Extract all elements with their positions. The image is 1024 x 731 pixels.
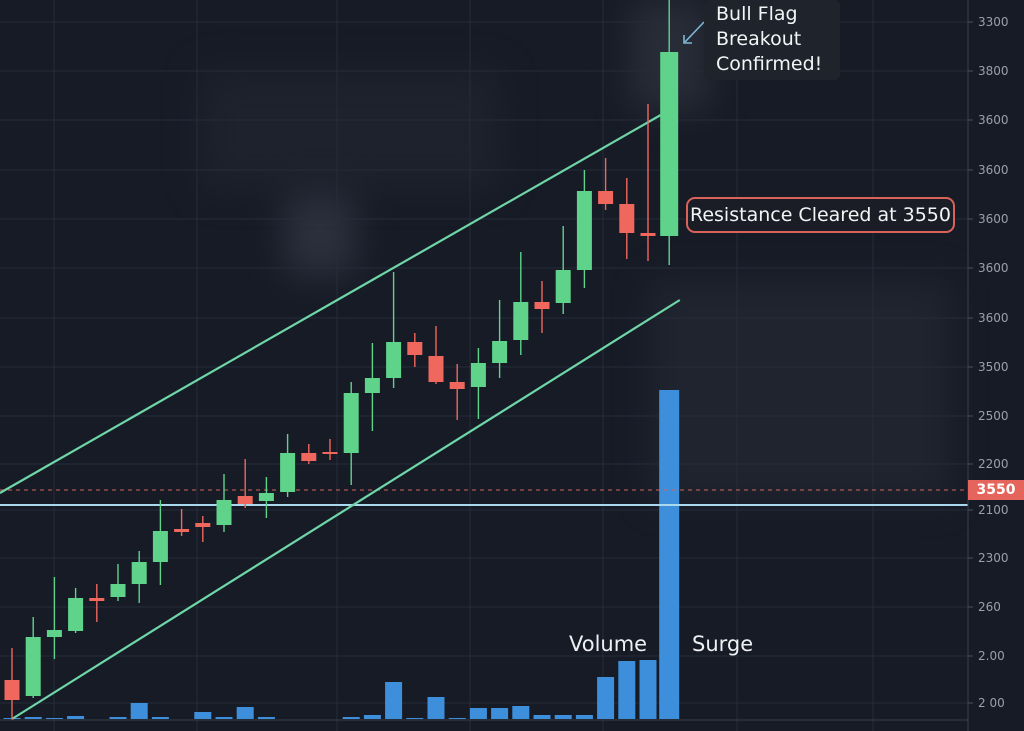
bearish-candle — [174, 529, 190, 532]
tick-label: 3600 — [978, 212, 1009, 226]
bearish-candle — [89, 598, 105, 601]
volume-bar — [151, 717, 169, 719]
bullish-candle — [343, 393, 359, 453]
volume-bar — [512, 706, 530, 719]
tick-label: 2 00 — [978, 696, 1005, 710]
bullish-candle — [46, 630, 62, 637]
bearish-candle — [428, 356, 444, 382]
annotation-line: Breakout — [716, 28, 802, 50]
candles — [4, 0, 679, 720]
bearish-candle — [407, 342, 423, 355]
tick-label: 2100 — [978, 503, 1009, 517]
volume-bar — [363, 715, 381, 719]
volume-bars — [3, 390, 680, 719]
bullish-candle — [280, 453, 296, 492]
volume-bar — [24, 717, 42, 719]
volume-bar — [45, 718, 63, 719]
annotation-arrow — [684, 21, 705, 43]
tick-label: 2200 — [978, 457, 1009, 471]
tick-label: 3600 — [978, 261, 1009, 275]
bearish-candle — [237, 496, 253, 504]
tick-label: 2500 — [978, 409, 1009, 423]
bullish-candle — [576, 191, 592, 270]
volume-bar — [215, 717, 233, 719]
volume-bar — [236, 707, 254, 719]
annotation-line: Confirmed! — [716, 53, 823, 75]
resistance-annotation: Resistance Cleared at 3550 — [686, 197, 955, 233]
bullish-candle — [555, 270, 571, 303]
trendlines — [0, 114, 681, 720]
tick-label: 2300 — [978, 551, 1009, 565]
volume-bar — [469, 708, 487, 719]
bullish-candle — [513, 302, 529, 340]
current-price-tag: 3550 — [968, 480, 1024, 500]
volume-bar — [554, 715, 572, 719]
bullish-candle — [492, 341, 508, 363]
channel-trendline — [0, 114, 662, 494]
tick-label: 3600 — [978, 163, 1009, 177]
surge-label: Surge — [692, 632, 754, 656]
bullish-candle — [110, 584, 126, 597]
channel-trendline — [11, 299, 681, 720]
volume-bar — [448, 718, 466, 719]
bullish-candle — [660, 52, 679, 236]
bull-flag-annotation: Bull Flag Breakout Confirmed! — [704, 0, 840, 80]
volume-bar — [597, 677, 615, 719]
bullish-candle — [25, 637, 41, 696]
bearish-candle — [322, 452, 338, 454]
volume-bar — [257, 717, 275, 719]
volume-bar — [575, 715, 593, 719]
volume-bar — [342, 717, 360, 719]
annotation-line: Bull Flag — [716, 3, 798, 25]
tick-label: 3600 — [978, 311, 1009, 325]
volume-label: Volume — [569, 632, 648, 656]
volume-bar — [130, 703, 148, 719]
bullish-candle — [386, 342, 402, 378]
bullish-candle — [152, 531, 168, 562]
bearish-candle — [598, 191, 614, 204]
volume-bar — [109, 717, 127, 719]
arrow-head-icon — [683, 35, 692, 44]
volume-bar — [406, 718, 424, 719]
volume-bar — [194, 712, 212, 719]
bullish-candle — [470, 363, 486, 387]
tick-label: 2.00 — [978, 649, 1005, 663]
bullish-candle — [216, 500, 232, 525]
volume-bar — [639, 660, 657, 719]
bullish-candle — [364, 378, 380, 393]
bearish-candle — [640, 233, 656, 236]
bullish-candle — [258, 493, 274, 501]
bullish-candle — [68, 598, 84, 631]
bearish-candle — [195, 523, 211, 527]
volume-bar — [659, 390, 680, 719]
tick-label: 3600 — [978, 113, 1009, 127]
tick-label: 3500 — [978, 360, 1009, 374]
bearish-candle — [534, 302, 550, 309]
volume-bar — [385, 682, 403, 719]
grid — [0, 0, 968, 731]
bearish-candle — [4, 680, 20, 700]
bearish-candle — [449, 382, 465, 389]
bullish-candle — [131, 562, 147, 584]
tick-label: 3800 — [978, 64, 1009, 78]
volume-bar — [427, 697, 445, 719]
volume-bar — [533, 715, 551, 719]
volume-bar — [67, 716, 85, 719]
bearish-candle — [619, 204, 635, 233]
tick-label: 3300 — [978, 15, 1009, 29]
horizontal-lines — [0, 489, 968, 506]
volume-bar — [491, 708, 509, 719]
tick-label: 260 — [978, 600, 1001, 614]
bearish-candle — [301, 453, 317, 461]
volume-bar — [618, 661, 636, 719]
price-axis-ticks: 3300 3800 3600 3600 3600 3600 3600 3500 2500 2200… — [968, 15, 1009, 710]
